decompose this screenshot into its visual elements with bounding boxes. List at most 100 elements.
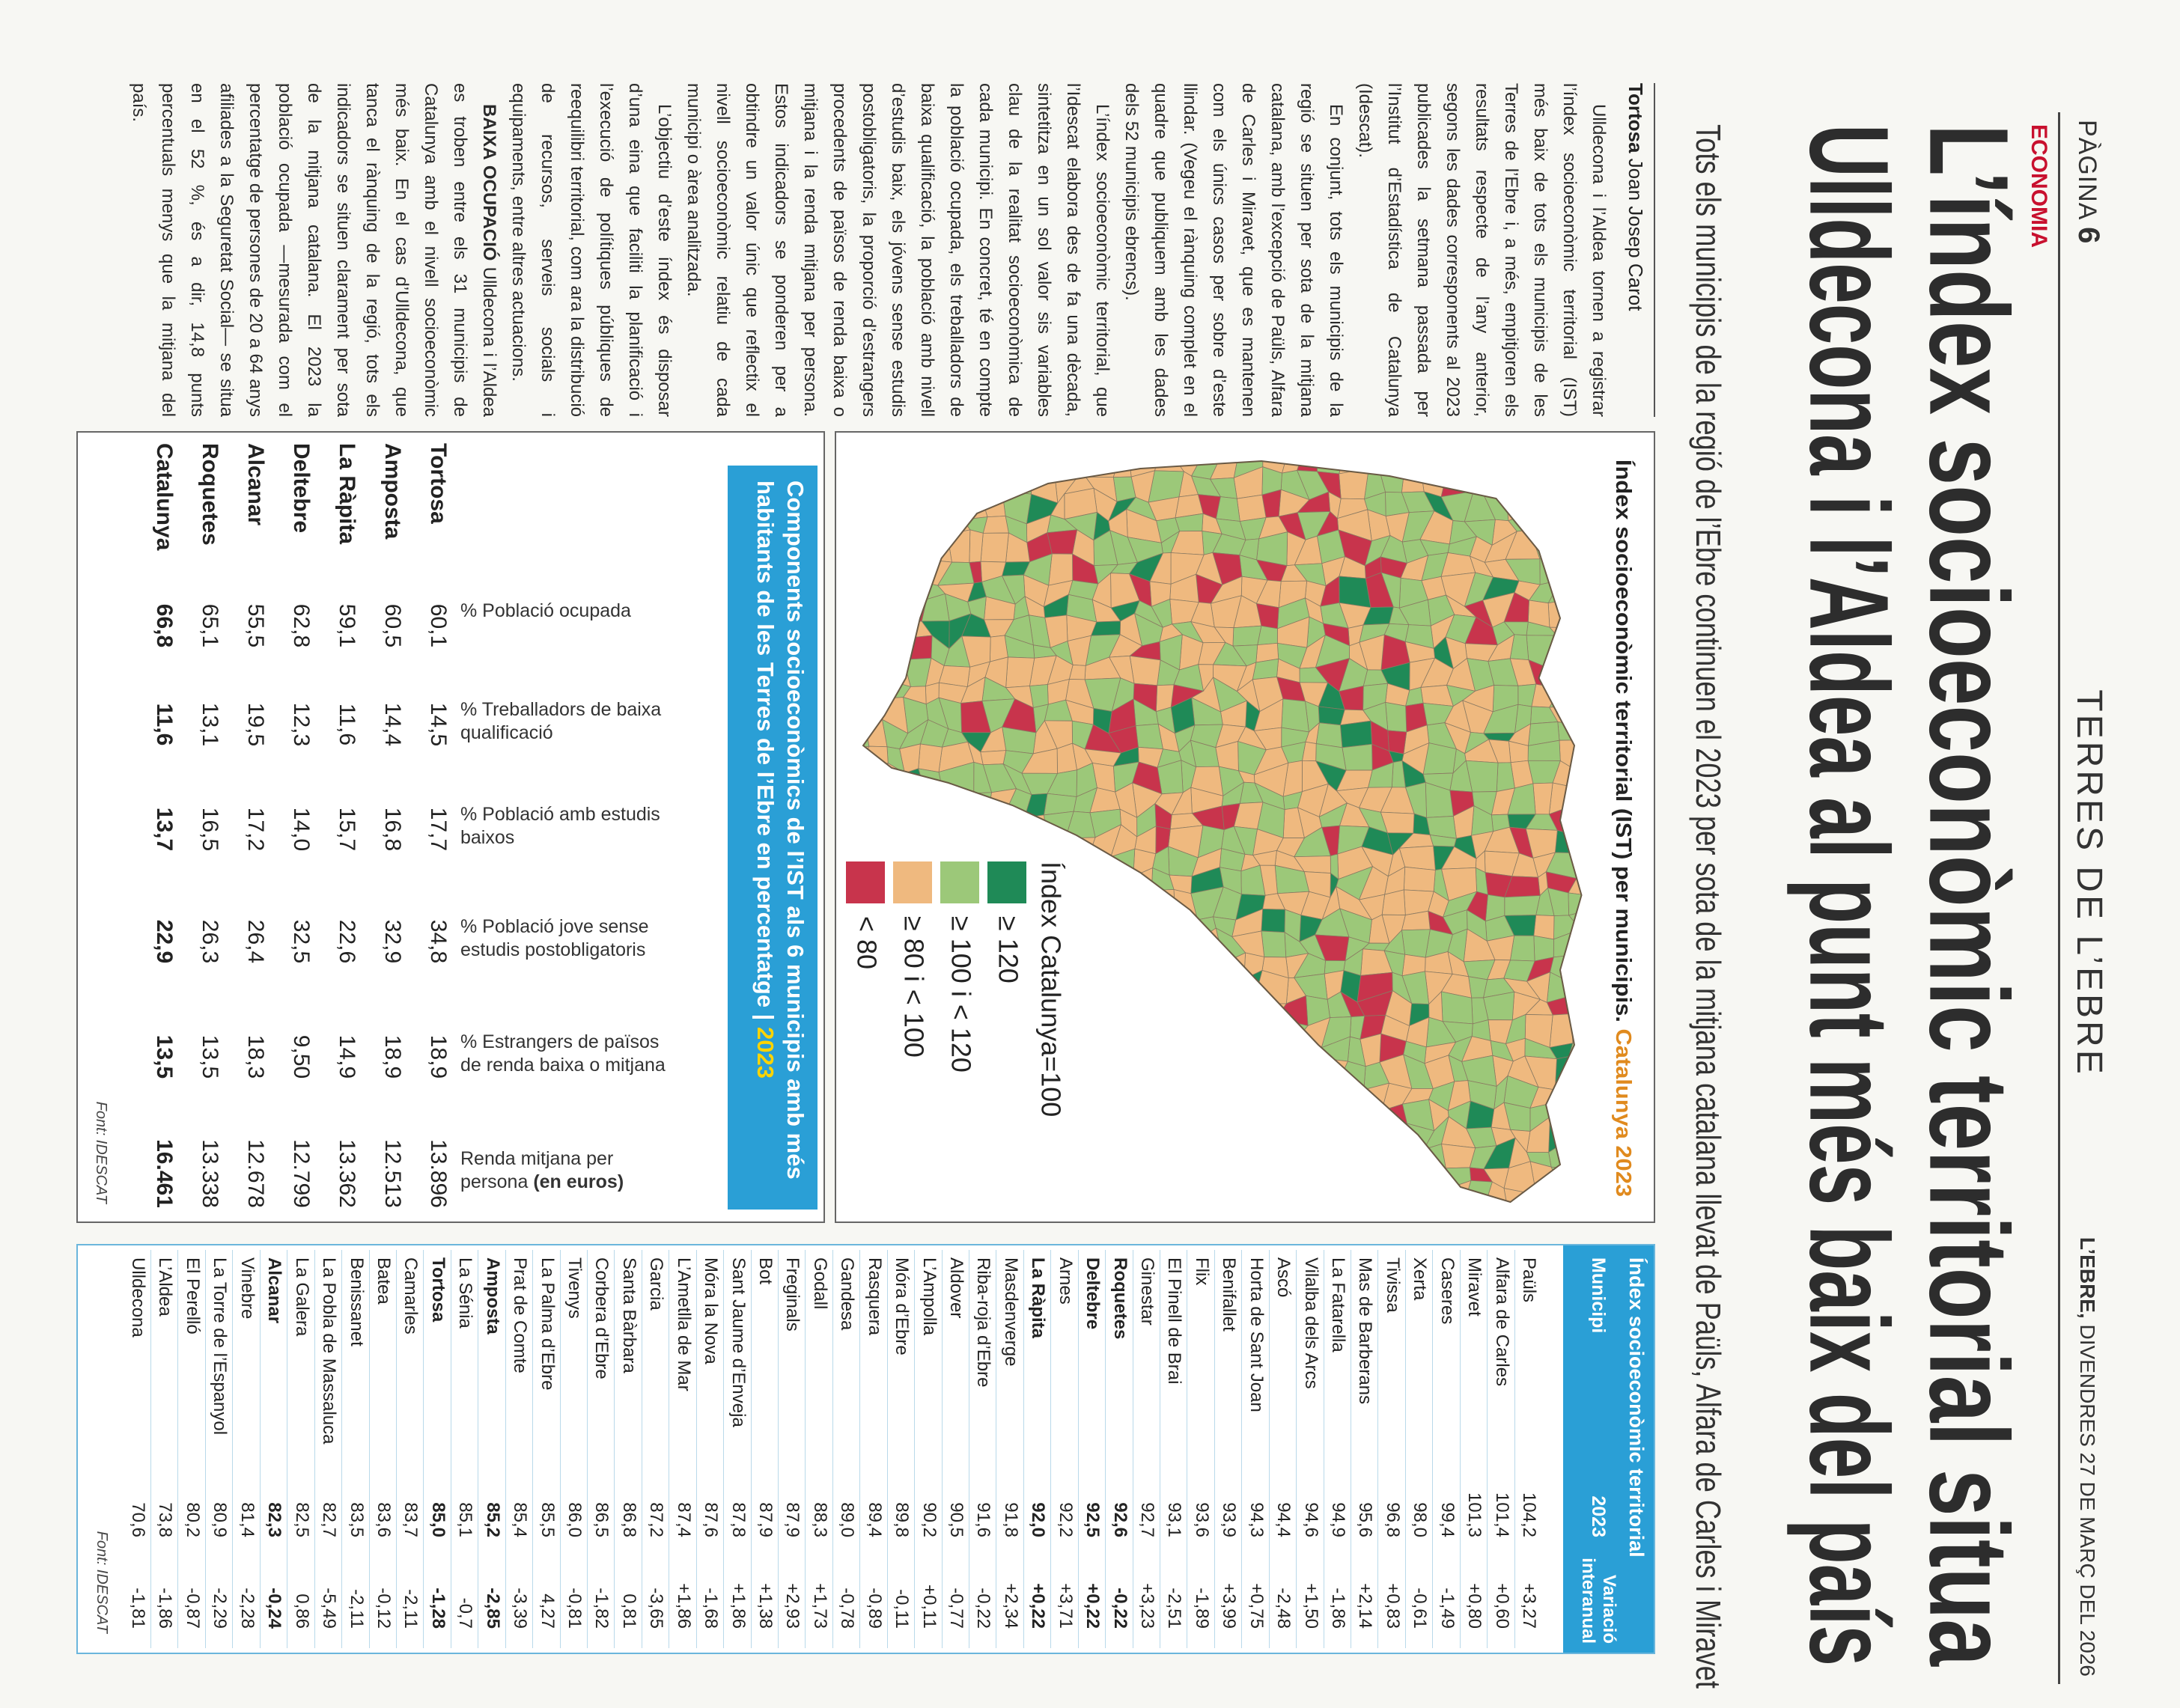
subtitle-text: Tots els municipis de la regió de l’Ebre… (1689, 124, 1728, 1689)
ist-value: 82,7 (319, 1502, 340, 1537)
municipality (1239, 1205, 1262, 1223)
cell-value: 13.362 (335, 1139, 359, 1208)
municipality (1568, 892, 1582, 916)
municipality (1191, 994, 1225, 1025)
variation-value: -0,87 (182, 1587, 203, 1629)
row-separator (204, 1250, 206, 1648)
municipality-name: La Galera (291, 1257, 312, 1337)
ist-value: 96,8 (1382, 1502, 1403, 1537)
municipality (1469, 470, 1487, 494)
municipality (835, 980, 858, 1003)
municipality (1021, 1118, 1051, 1147)
municipality (1085, 461, 1120, 478)
cell-value: 14,5 (426, 702, 451, 747)
municipality (863, 1040, 866, 1067)
municipality (1064, 970, 1091, 1006)
municipality (943, 791, 975, 813)
paragraph-text: Ulldecona i l’Aldea es troben entre els … (129, 83, 499, 418)
municipality (1125, 1001, 1162, 1028)
municipality (1505, 1221, 1537, 1223)
municipality (1091, 1162, 1116, 1191)
ist-value: 91,8 (1000, 1502, 1021, 1537)
municipality (839, 656, 862, 689)
municipality (901, 824, 922, 847)
municipality-name: Corbera d’Ebre (591, 1257, 612, 1379)
row-separator (1077, 1250, 1079, 1648)
variation-value: 4,27 (537, 1593, 558, 1629)
municipality (1181, 1104, 1204, 1126)
variation-value: -2,51 (1164, 1587, 1185, 1629)
municipality (882, 1160, 910, 1191)
municipality (835, 488, 839, 524)
municipality (1157, 1102, 1183, 1126)
row-separator (395, 1250, 397, 1648)
municipality (1259, 1076, 1285, 1109)
ist-value: 93,1 (1164, 1502, 1185, 1537)
municipality-name: Tortosa (427, 1257, 448, 1323)
municipality (863, 745, 870, 775)
municipality-name: Ascó (1273, 1257, 1294, 1298)
cell-value: 18,9 (426, 1034, 451, 1079)
municipality (1425, 1167, 1446, 1191)
municipality (1053, 461, 1078, 478)
municipality (1469, 461, 1494, 484)
municipality (1294, 1192, 1326, 1202)
row-separator (505, 1250, 506, 1648)
municipality-name: Prat de Comte (510, 1257, 531, 1373)
municipality (1221, 1213, 1247, 1223)
cell-value: 11,6 (335, 703, 359, 746)
variation-value: -1,28 (427, 1587, 448, 1629)
municipality (1217, 1183, 1240, 1202)
article: Tortosa Joan Josep Carot Ulldecona i l’A… (83, 83, 1655, 417)
municipality (1443, 1180, 1472, 1202)
legend-label: < 80 (851, 916, 882, 969)
municipality (1578, 725, 1582, 748)
row-separator (1377, 1250, 1379, 1648)
municipality (979, 471, 1006, 493)
municipality (880, 595, 910, 623)
municipality (1085, 1085, 1112, 1111)
municipality (1385, 701, 1407, 733)
municipality (1188, 1157, 1226, 1186)
municipality (1029, 461, 1056, 478)
municipality (1085, 970, 1118, 998)
ist-value: 87,4 (673, 1502, 694, 1537)
municipality (1533, 466, 1555, 503)
ist-value: 92,6 (1109, 1502, 1130, 1537)
municipality (1297, 461, 1318, 472)
municipality (1109, 1084, 1142, 1105)
municipality (946, 498, 963, 520)
municipality (1151, 889, 1175, 915)
municipality (1549, 1097, 1574, 1120)
column-header: % Població jove sense estudis postobliga… (460, 915, 678, 968)
municipality (835, 656, 848, 677)
municipality (1065, 1075, 1087, 1111)
ist-value: 94,9 (1328, 1502, 1348, 1537)
municipality (1002, 1020, 1038, 1040)
ist-value: 101,3 (1464, 1492, 1485, 1537)
byline: Tortosa Joan Josep Carot (1621, 83, 1655, 417)
municipality (1108, 929, 1135, 963)
byline-author: Joan Josep Carot (1625, 158, 1647, 311)
byline-place: Tortosa (1625, 83, 1647, 153)
cell-value: 17,2 (243, 807, 268, 852)
municipality-name: Sant Jaume d’Enveja (728, 1257, 749, 1427)
municipality (1112, 894, 1136, 922)
municipality (1065, 951, 1097, 977)
municipality (1235, 1076, 1267, 1110)
legend-label: ≥ 80 i < 100 (898, 916, 929, 1058)
municipality (1117, 990, 1130, 1015)
row-separator (232, 1250, 234, 1648)
municipality (1084, 991, 1121, 1023)
municipality-name: Godall (809, 1257, 830, 1310)
municipality-name: La Sénia (455, 1257, 476, 1329)
municipality (1505, 461, 1535, 480)
municipality (1147, 1033, 1183, 1064)
column-header: % Estrangers de països de renda baixa o … (460, 1031, 678, 1083)
municipality (1261, 1061, 1285, 1080)
municipality (1566, 1165, 1582, 1188)
municipality (875, 828, 906, 860)
municipality (1366, 461, 1387, 469)
variation-value: +2,34 (1000, 1583, 1021, 1629)
municipality (1252, 1108, 1289, 1133)
